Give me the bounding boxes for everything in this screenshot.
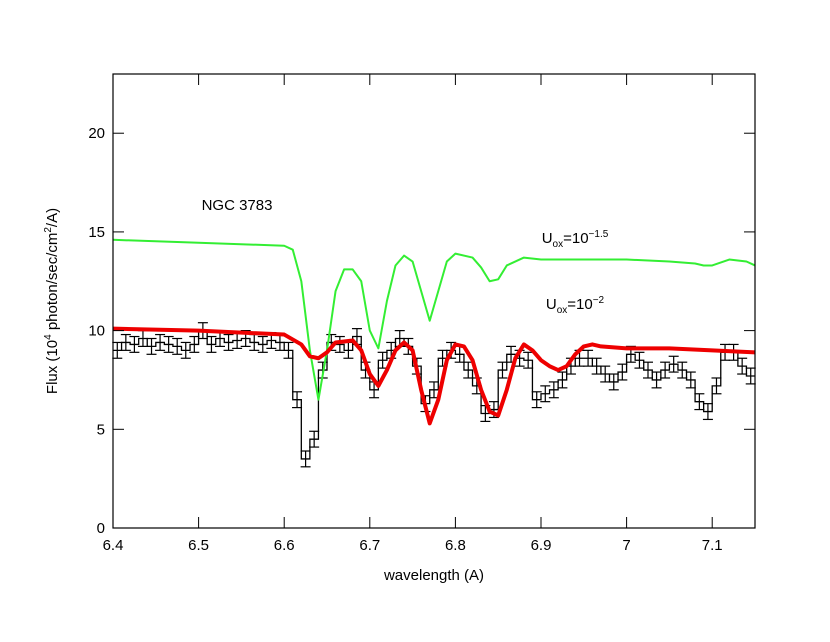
x-tick-label: 6.7 xyxy=(359,537,380,554)
x-axis-label: wavelength (A) xyxy=(383,567,484,584)
y-axis-label-part: photon/sec/cm xyxy=(44,233,61,335)
x-tick-label: 6.6 xyxy=(274,537,295,554)
model-line xyxy=(112,326,756,426)
y-tick-label: 5 xyxy=(97,421,105,438)
annotation-part: U xyxy=(546,296,557,313)
annotation: Uox=10−2 xyxy=(546,295,605,316)
y-axis-label-part: /A) xyxy=(44,208,61,227)
y-axis-label-part: 2 xyxy=(43,227,54,233)
x-tick-label: 7 xyxy=(622,537,630,554)
y-tick-label: 10 xyxy=(88,323,105,340)
annotation-part: U xyxy=(542,230,553,247)
annotation: Uox=10−1.5 xyxy=(542,229,609,250)
model-line xyxy=(112,238,756,401)
x-axis-label-part: wavelength (A) xyxy=(383,567,484,584)
annotation-part: =10 xyxy=(563,230,588,247)
annotation-part: ox xyxy=(557,305,568,316)
annotation: NGC 3783 xyxy=(202,197,273,214)
x-tick-label: 6.5 xyxy=(188,537,209,554)
annotation-part: −1.5 xyxy=(589,229,609,240)
annotation-part: −2 xyxy=(593,295,605,306)
plot-frame xyxy=(112,73,756,529)
y-axis-label-part: 4 xyxy=(43,334,54,340)
x-tick-label: 7.1 xyxy=(702,537,723,554)
annotation-part: =10 xyxy=(567,296,592,313)
x-tick-label: 6.8 xyxy=(445,537,466,554)
x-tick-label: 6.4 xyxy=(103,537,124,554)
annotation-part: NGC 3783 xyxy=(202,197,273,214)
data-histogram xyxy=(113,329,755,460)
y-tick-label: 20 xyxy=(88,125,105,142)
y-tick-label: 0 xyxy=(97,520,105,537)
annotation-part: ox xyxy=(553,239,564,250)
x-tick-label: 6.9 xyxy=(531,537,552,554)
y-tick-label: 15 xyxy=(88,224,105,241)
y-axis-label: Flux (104 photon/sec/cm2/A) xyxy=(43,208,61,394)
y-axis-label-part: Flux (10 xyxy=(44,340,61,394)
